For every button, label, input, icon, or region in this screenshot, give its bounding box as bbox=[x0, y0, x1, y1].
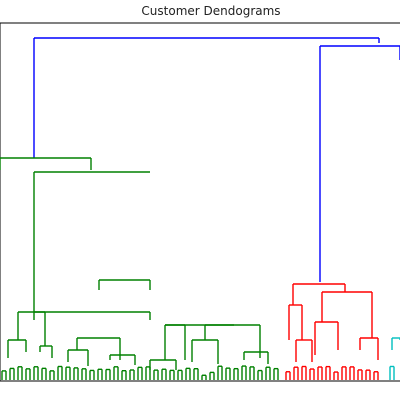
axes-frame bbox=[0, 22, 400, 382]
chart-title: Customer Dendograms bbox=[141, 4, 281, 18]
